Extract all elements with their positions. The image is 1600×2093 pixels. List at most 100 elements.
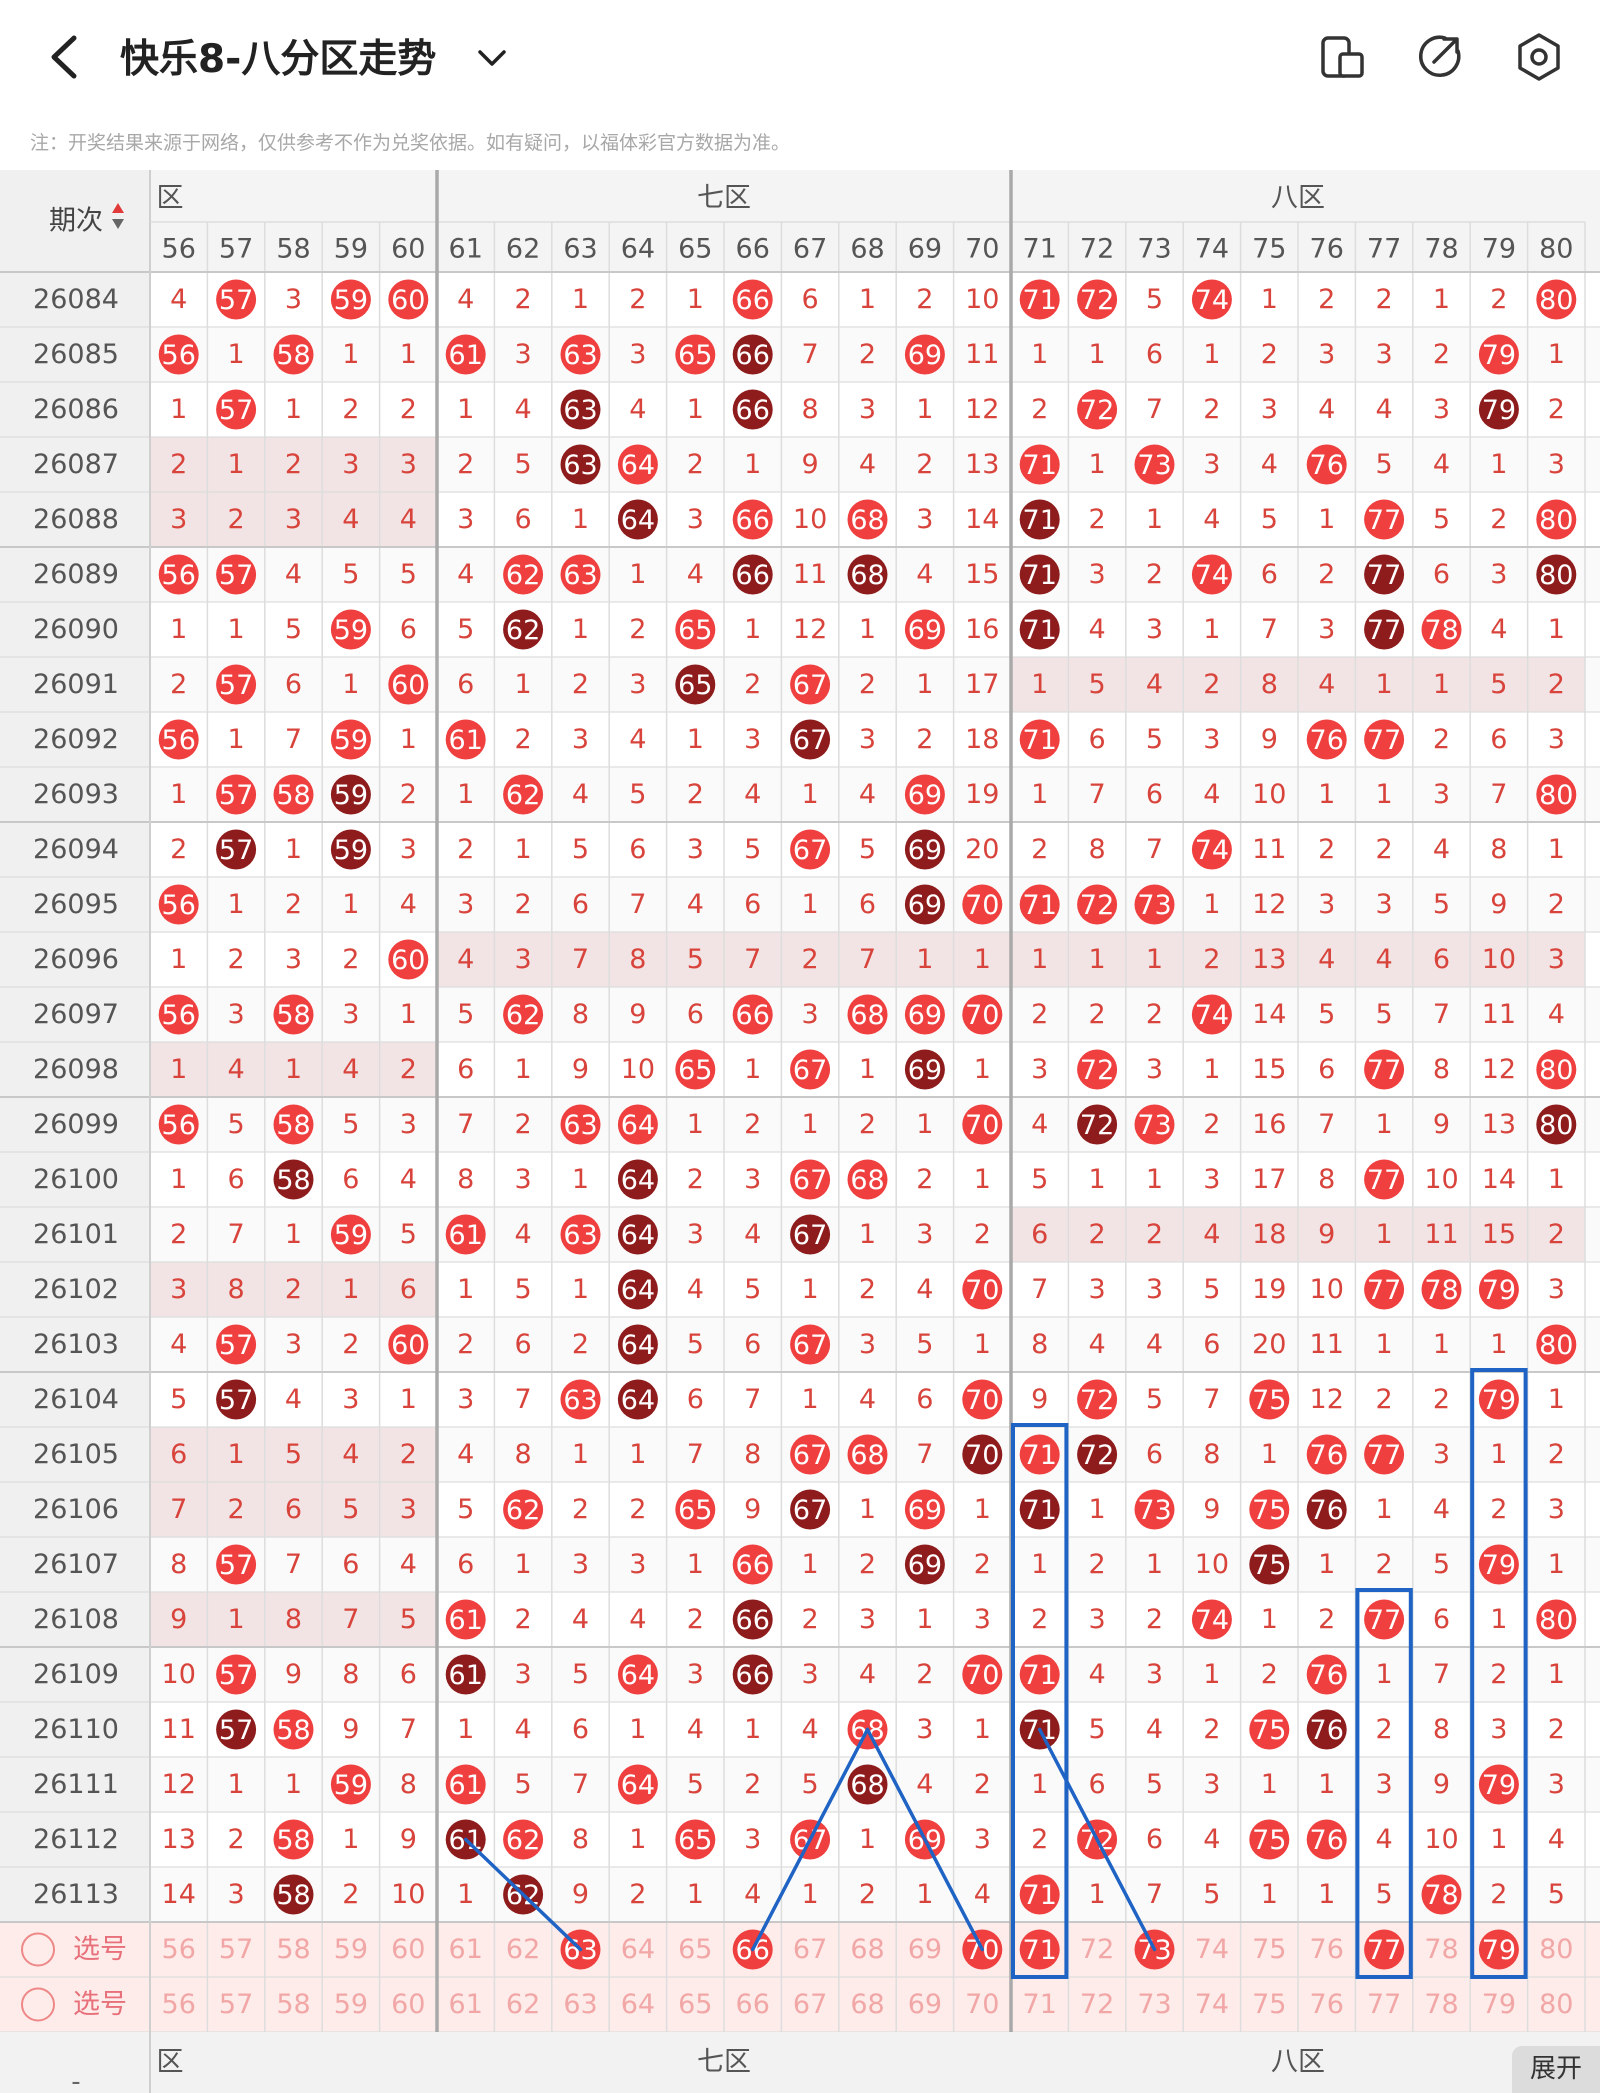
select-number: 63	[563, 1989, 597, 2020]
picked-number: 79	[1482, 1935, 1516, 1966]
miss-count: 6	[342, 1164, 359, 1195]
column-number: 61	[449, 234, 483, 265]
miss-count: 1	[1433, 669, 1450, 700]
ball-number: 70	[965, 890, 999, 921]
miss-count: 3	[515, 339, 532, 370]
miss-count: 3	[1203, 449, 1220, 480]
number-ball	[1134, 884, 1175, 925]
miss-count: 2	[916, 284, 933, 315]
miss-count: 1	[1031, 1769, 1048, 1800]
miss-count: 4	[515, 394, 532, 425]
miss-count: 6	[170, 1439, 187, 1470]
select-number: 60	[391, 1934, 425, 1965]
ball-number: 72	[1080, 1385, 1114, 1416]
number-ball	[1478, 1269, 1519, 1310]
miss-count: 12	[1252, 889, 1286, 920]
number-ball	[445, 1214, 486, 1255]
miss-count: 1	[916, 394, 933, 425]
select-radio[interactable]	[21, 1932, 55, 1967]
miss-count: 1	[1548, 834, 1565, 865]
miss-count: 3	[687, 1219, 704, 1250]
miss-count: 3	[1318, 614, 1335, 645]
page-title[interactable]: 快乐8-八分区走势	[120, 37, 437, 82]
period-cell: 26099	[33, 1109, 119, 1140]
miss-count: 7	[515, 1384, 532, 1415]
miss-count: 14	[162, 1879, 196, 1910]
miss-count: 9	[1203, 1494, 1220, 1525]
back-arrow-icon[interactable]	[40, 30, 90, 85]
select-number: 61	[449, 1989, 483, 2020]
miss-count: 1	[457, 394, 474, 425]
miss-count: 4	[687, 559, 704, 590]
miss-count: 8	[629, 944, 646, 975]
select-radio[interactable]	[21, 1987, 55, 2022]
device-icon[interactable]	[1316, 30, 1370, 84]
number-ball	[1019, 444, 1060, 485]
miss-count: 1	[572, 614, 589, 645]
ball-number: 64	[621, 1770, 655, 1801]
number-ball	[1536, 1599, 1577, 1640]
miss-count: 3	[974, 1604, 991, 1635]
ball-number: 71	[1023, 285, 1057, 316]
miss-count: 5	[285, 614, 302, 645]
miss-count: 7	[1203, 1384, 1220, 1415]
sort-up-icon[interactable]	[112, 203, 124, 213]
miss-count: 2	[1261, 339, 1278, 370]
ball-number: 75	[1252, 1550, 1286, 1581]
miss-count: 1	[1261, 1604, 1278, 1635]
miss-count: 2	[457, 834, 474, 865]
number-ball	[1306, 1489, 1347, 1530]
miss-count: 3	[629, 339, 646, 370]
period-cell: 26087	[33, 449, 119, 480]
expand-button[interactable]: 展开	[1512, 2046, 1600, 2093]
miss-count: 3	[1548, 1494, 1565, 1525]
miss-count: 4	[1433, 834, 1450, 865]
miss-count: 5	[1146, 724, 1163, 755]
number-ball	[216, 554, 257, 595]
miss-count: 7	[916, 1439, 933, 1470]
table-row	[150, 1097, 1600, 1152]
miss-count: 5	[342, 559, 359, 590]
number-ball	[1191, 994, 1232, 1035]
ball-number: 57	[219, 835, 253, 866]
miss-count: 4	[687, 1274, 704, 1305]
picked-ball[interactable]	[1478, 1929, 1519, 1970]
sort-down-icon[interactable]	[112, 219, 124, 229]
ball-number: 57	[219, 1715, 253, 1746]
period-cell: 26084	[33, 284, 119, 315]
miss-count: 3	[859, 394, 876, 425]
miss-count: 3	[916, 1219, 933, 1250]
miss-count: 2	[916, 1164, 933, 1195]
ball-number: 79	[1482, 1550, 1516, 1581]
ball-number: 80	[1539, 1330, 1573, 1361]
ball-number: 75	[1252, 1825, 1286, 1856]
period-cell: 26100	[33, 1164, 119, 1195]
ball-number: 57	[219, 285, 253, 316]
ball-number: 62	[506, 1000, 540, 1031]
picked-ball[interactable]	[1019, 1929, 1060, 1970]
miss-count: 3	[1433, 394, 1450, 425]
settings-icon[interactable]	[1512, 30, 1566, 84]
number-ball	[732, 994, 773, 1035]
miss-count: 7	[572, 944, 589, 975]
miss-count: 4	[744, 1879, 761, 1910]
share-icon[interactable]	[1412, 30, 1466, 84]
chevron-down-icon[interactable]	[472, 38, 512, 78]
picked-ball[interactable]	[1364, 1929, 1405, 1970]
bottom-zone-header	[0, 2032, 1600, 2093]
miss-count: 1	[342, 339, 359, 370]
ball-number: 57	[219, 1330, 253, 1361]
miss-count: 3	[1203, 724, 1220, 755]
miss-count: 6	[1146, 1439, 1163, 1470]
miss-count: 8	[572, 999, 589, 1030]
miss-count: 1	[744, 614, 761, 645]
ball-number: 79	[1482, 395, 1516, 426]
miss-count: 2	[1490, 1659, 1507, 1690]
number-ball	[617, 1104, 658, 1145]
miss-count: 5	[285, 1439, 302, 1470]
number-ball	[560, 1214, 601, 1255]
ball-number: 74	[1195, 835, 1229, 866]
miss-count: 3	[1548, 724, 1565, 755]
miss-count: 7	[1031, 1274, 1048, 1305]
annotation-line	[750, 1727, 870, 1952]
